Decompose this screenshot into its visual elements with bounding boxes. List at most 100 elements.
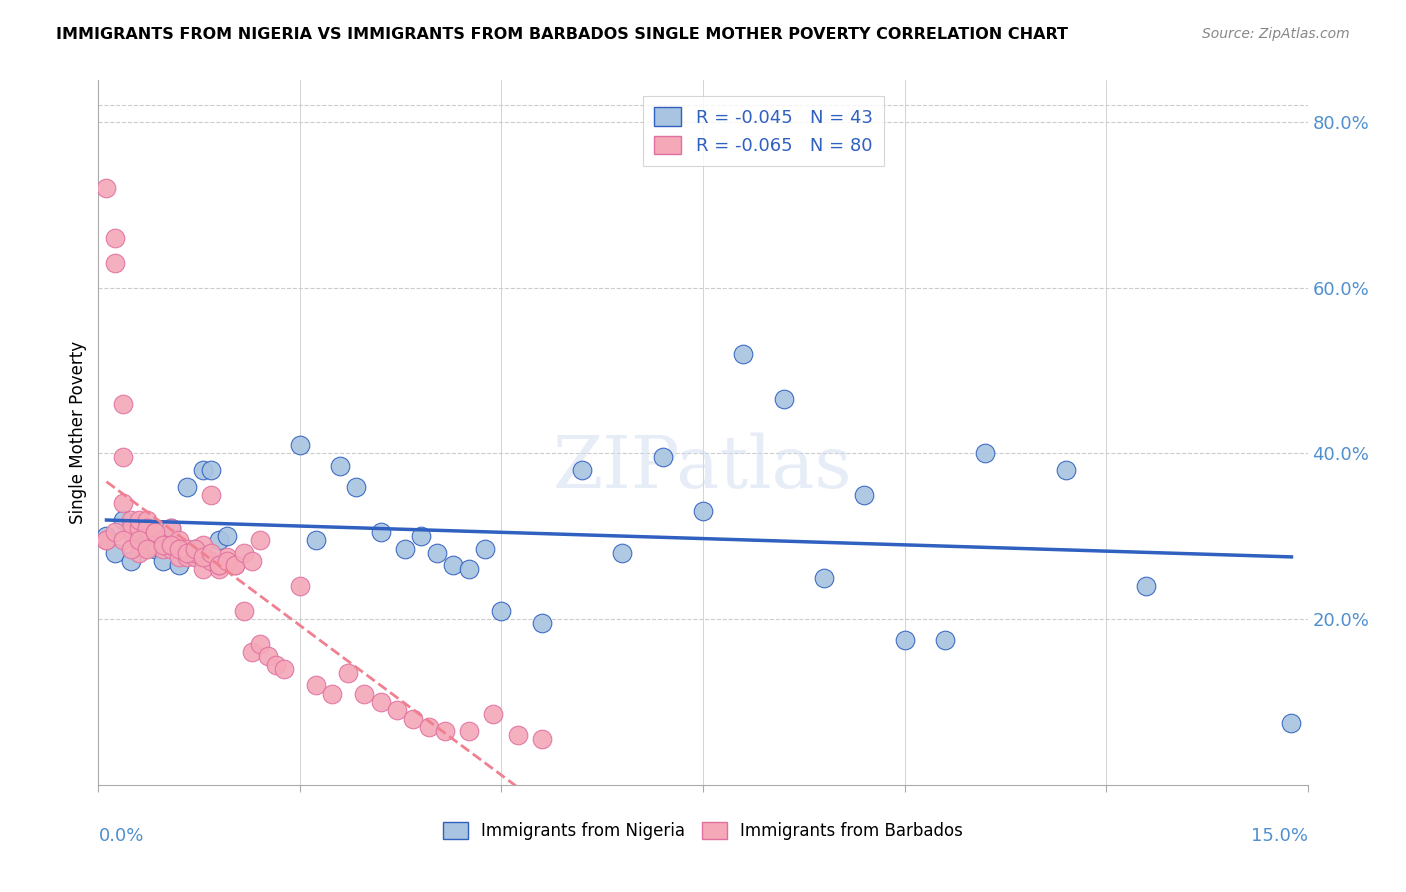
Point <box>176 546 198 560</box>
Point <box>152 554 174 568</box>
Point <box>135 521 157 535</box>
Point <box>208 558 231 573</box>
Text: ZIPatlas: ZIPatlas <box>553 433 853 503</box>
Point <box>160 521 183 535</box>
Point <box>249 637 271 651</box>
Point <box>208 558 231 573</box>
Point <box>176 549 198 564</box>
Point <box>612 546 634 560</box>
Text: Source: ZipAtlas.com: Source: ZipAtlas.com <box>1202 27 1350 41</box>
Point <box>256 649 278 664</box>
Point <box>193 549 215 564</box>
Point <box>120 513 142 527</box>
Point <box>120 521 142 535</box>
Point <box>135 521 157 535</box>
Point <box>370 695 392 709</box>
Point <box>482 707 505 722</box>
Point <box>813 571 835 585</box>
Text: 15.0%: 15.0% <box>1250 827 1308 846</box>
Point <box>128 513 150 527</box>
Point <box>128 546 150 560</box>
Point <box>128 533 150 548</box>
Point <box>167 558 190 573</box>
Point <box>200 546 222 560</box>
Point <box>240 554 263 568</box>
Text: 0.0%: 0.0% <box>98 827 143 846</box>
Point <box>152 541 174 556</box>
Point <box>733 347 755 361</box>
Point <box>200 488 222 502</box>
Point <box>506 728 529 742</box>
Point <box>103 546 125 560</box>
Point <box>167 549 190 564</box>
Point <box>418 720 440 734</box>
Point <box>111 396 134 410</box>
Point <box>184 541 207 556</box>
Point <box>120 554 142 568</box>
Point <box>184 546 207 560</box>
Point <box>160 521 183 535</box>
Point <box>853 488 876 502</box>
Point <box>152 537 174 551</box>
Point <box>208 562 231 576</box>
Point <box>176 541 198 556</box>
Point <box>329 458 352 473</box>
Point <box>934 632 956 647</box>
Point <box>184 549 207 564</box>
Point <box>200 463 222 477</box>
Point <box>249 533 271 548</box>
Point <box>111 450 134 465</box>
Point <box>305 533 328 548</box>
Point <box>402 712 425 726</box>
Point <box>111 513 134 527</box>
Point <box>135 537 157 551</box>
Point <box>224 558 246 573</box>
Point <box>240 645 263 659</box>
Point <box>208 533 231 548</box>
Point <box>288 438 311 452</box>
Point <box>974 446 997 460</box>
Point <box>1135 579 1157 593</box>
Point <box>103 525 125 540</box>
Point <box>135 513 157 527</box>
Point <box>160 537 183 551</box>
Point <box>143 537 166 551</box>
Point <box>152 537 174 551</box>
Point <box>217 549 239 564</box>
Point <box>530 616 553 631</box>
Point <box>103 231 125 245</box>
Point <box>530 732 553 747</box>
Point <box>264 657 287 672</box>
Legend: Immigrants from Nigeria, Immigrants from Barbados: Immigrants from Nigeria, Immigrants from… <box>436 815 970 847</box>
Point <box>200 554 222 568</box>
Point <box>152 533 174 548</box>
Point <box>305 678 328 692</box>
Y-axis label: Single Mother Poverty: Single Mother Poverty <box>69 341 87 524</box>
Point <box>120 525 142 540</box>
Point <box>344 479 367 493</box>
Point <box>273 662 295 676</box>
Point <box>1281 715 1303 730</box>
Point <box>232 546 254 560</box>
Point <box>651 450 673 465</box>
Point <box>176 479 198 493</box>
Point <box>772 392 794 407</box>
Point <box>96 529 118 543</box>
Point <box>111 496 134 510</box>
Point <box>135 541 157 556</box>
Point <box>193 537 215 551</box>
Point <box>370 525 392 540</box>
Point <box>288 579 311 593</box>
Point <box>103 255 125 269</box>
Point <box>193 463 215 477</box>
Point <box>458 724 481 739</box>
Point <box>409 529 432 543</box>
Point <box>893 632 915 647</box>
Point <box>571 463 593 477</box>
Point <box>128 521 150 535</box>
Point <box>224 558 246 573</box>
Point <box>167 533 190 548</box>
Point <box>434 724 457 739</box>
Point <box>1054 463 1077 477</box>
Point <box>385 703 408 717</box>
